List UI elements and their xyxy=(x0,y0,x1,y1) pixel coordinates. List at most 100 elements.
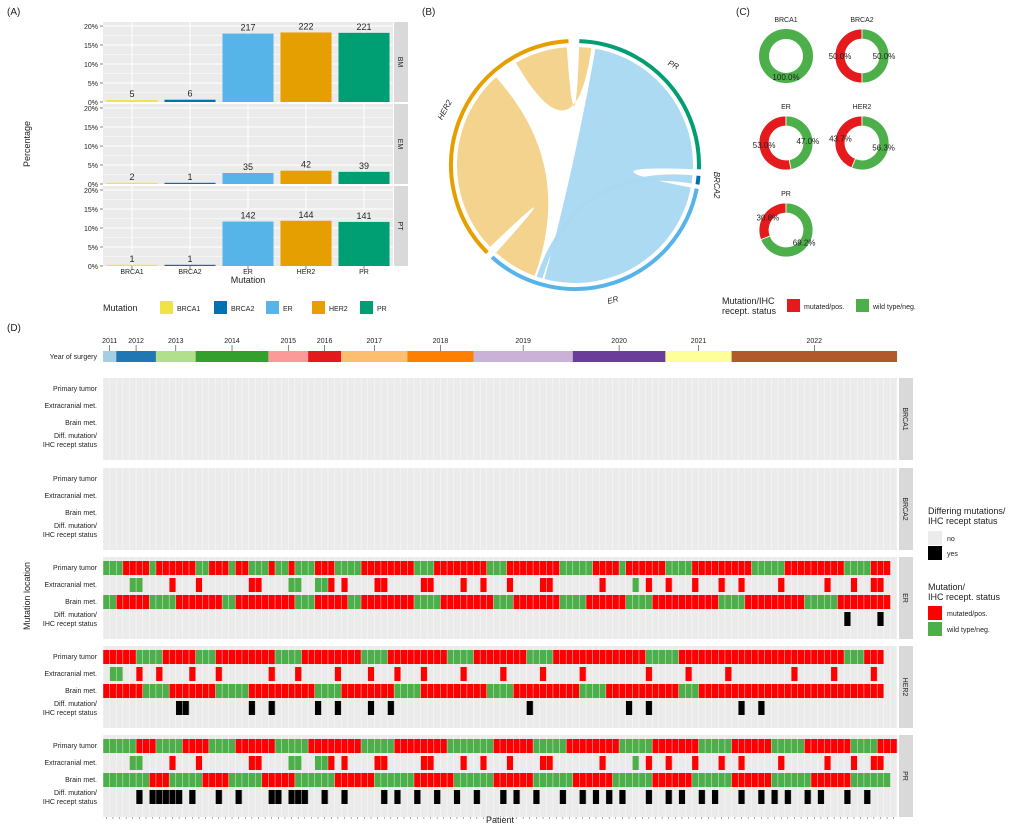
y-tick-label: 10% xyxy=(84,226,98,233)
heatmap-cell xyxy=(612,684,620,698)
year-segment-2017 xyxy=(341,351,408,362)
bar-count-label: 5 xyxy=(129,89,134,99)
heatmap-cell xyxy=(142,773,150,787)
heatmap-cell xyxy=(327,684,335,698)
heatmap-cell xyxy=(433,773,441,787)
heatmap-cell xyxy=(539,650,547,664)
heatmap-cell xyxy=(764,561,772,575)
panel-label-c: (C) xyxy=(736,7,750,18)
heatmap-cell xyxy=(447,739,454,753)
heatmap-cell xyxy=(777,595,785,609)
heatmap-cell xyxy=(658,684,666,698)
heatmap-cell xyxy=(341,561,349,575)
heatmap-cell xyxy=(380,650,388,664)
bar-BM-PR xyxy=(338,32,390,103)
legend-label: mutated/pos. xyxy=(804,304,845,311)
heatmap-cell xyxy=(367,595,375,609)
heatmap-cell xyxy=(486,561,494,575)
heatmap-cell xyxy=(599,561,607,575)
heatmap-cell xyxy=(453,561,461,575)
heatmap-cell xyxy=(460,667,468,681)
heatmap-cell xyxy=(546,578,554,592)
heatmap-cell xyxy=(155,667,163,681)
donut-label-mutated: 53.0% xyxy=(753,141,776,150)
heatmap-cell xyxy=(301,684,309,698)
heatmap-cell xyxy=(400,773,408,787)
heatmap-cell xyxy=(288,650,296,664)
heatmap-cell xyxy=(533,561,540,575)
heatmap-cell xyxy=(777,650,785,664)
heatmap-cell xyxy=(678,595,686,609)
heatmap-cell xyxy=(136,773,143,787)
mut-legend-title: IHC recept. status xyxy=(928,592,1001,602)
heatmap-cell xyxy=(685,773,693,787)
heatmap-cell xyxy=(480,650,487,664)
heatmap-cell xyxy=(308,561,315,575)
bar-PT-BRCA1 xyxy=(106,264,158,266)
heatmap-cell xyxy=(374,650,382,664)
heatmap-cell xyxy=(136,595,143,609)
heatmap-cell xyxy=(314,578,322,592)
heatmap-cell xyxy=(361,595,368,609)
heatmap-cell xyxy=(870,667,878,681)
heatmap-cell xyxy=(791,667,798,681)
legend-label: PR xyxy=(377,306,387,313)
x-axis-title: Mutation xyxy=(231,275,266,285)
legend-label: no xyxy=(947,536,955,543)
legend-swatch xyxy=(214,301,227,314)
heatmap-cell xyxy=(103,561,110,575)
heatmap-cell xyxy=(850,773,858,787)
heatmap-cell xyxy=(579,650,587,664)
x-tick-label: HER2 xyxy=(297,269,316,276)
heatmap-cell xyxy=(208,595,216,609)
heatmap-cell xyxy=(248,561,256,575)
heatmap-cell xyxy=(738,578,746,592)
heatmap-cell xyxy=(288,595,296,609)
heatmap-cell xyxy=(314,756,322,770)
heatmap-cell xyxy=(447,561,454,575)
heatmap-cell xyxy=(480,595,487,609)
heatmap-cell xyxy=(155,739,163,753)
heatmap-cell xyxy=(738,773,746,787)
heatmap-cell xyxy=(149,739,157,753)
heatmap-cell xyxy=(731,684,739,698)
heatmap-cell xyxy=(519,684,527,698)
legend-swatch-wild xyxy=(928,622,942,636)
heatmap-cell xyxy=(275,684,282,698)
heatmap-cell xyxy=(195,561,203,575)
heatmap-cell xyxy=(658,561,666,575)
heatmap-cell xyxy=(877,739,884,753)
heatmap-cell xyxy=(420,578,428,592)
heatmap-cell xyxy=(109,739,117,753)
legend-label: BRCA2 xyxy=(231,306,254,313)
heatmap-cell xyxy=(321,739,329,753)
heatmap-cell xyxy=(460,773,468,787)
bar-count-label: 142 xyxy=(240,211,255,221)
facet-strip xyxy=(899,735,913,817)
row-label: Primary tumor xyxy=(53,386,98,393)
heatmap-cell xyxy=(771,684,779,698)
heatmap-cell xyxy=(208,561,216,575)
heatmap-cell xyxy=(817,650,825,664)
heatmap-cell xyxy=(658,595,666,609)
heatmap-cell xyxy=(705,684,712,698)
heatmap-cell xyxy=(837,595,845,609)
heatmap-cell xyxy=(433,790,441,804)
heatmap-cell xyxy=(552,773,560,787)
heatmap-cell xyxy=(235,650,243,664)
heatmap-cell xyxy=(142,739,150,753)
heatmap-cell xyxy=(533,773,540,787)
heatmap-cell xyxy=(314,739,322,753)
heatmap-cell xyxy=(327,773,335,787)
heatmap-cell xyxy=(380,684,388,698)
heatmap-cell xyxy=(301,650,309,664)
heatmap-cell xyxy=(175,739,183,753)
heatmap-cell xyxy=(500,561,507,575)
bar-count-label: 39 xyxy=(359,161,369,171)
heatmap-cell xyxy=(638,561,646,575)
donut-title: ER xyxy=(781,104,791,111)
heatmap-cell xyxy=(751,739,759,753)
heatmap-cell xyxy=(222,595,229,609)
heatmap-cell xyxy=(658,773,666,787)
heatmap-cell xyxy=(586,650,593,664)
